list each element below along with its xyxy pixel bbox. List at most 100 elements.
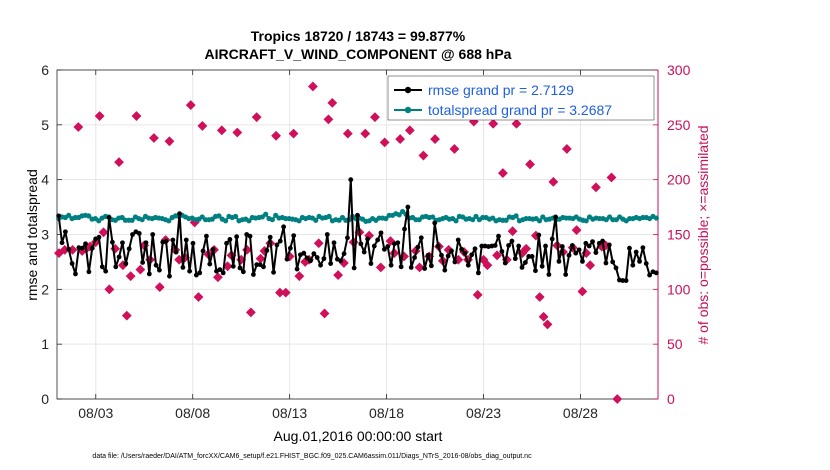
obs-point: [327, 97, 338, 108]
x-tick-label: 08/28: [563, 405, 598, 421]
y-tick-label-left: 2: [41, 281, 49, 297]
obs-point: [511, 118, 522, 129]
x-tick-label: 08/18: [369, 405, 404, 421]
spread-point: [263, 211, 269, 217]
rmse-point: [355, 212, 360, 218]
rmse-point: [173, 249, 179, 255]
rmse-point: [271, 269, 276, 275]
rmse-point: [590, 239, 595, 245]
rmse-point: [150, 232, 156, 237]
rmse-point: [345, 235, 350, 241]
spread-point: [216, 213, 222, 219]
rmse-point: [375, 237, 381, 243]
rmse-point: [580, 258, 585, 264]
spread-point: [583, 218, 589, 224]
rmse-point: [425, 252, 431, 258]
rmse-point: [543, 243, 548, 249]
y-tick-label-right: 250: [667, 117, 691, 133]
rmse-point: [217, 267, 223, 272]
rmse-point: [281, 224, 287, 230]
spread-point: [326, 213, 332, 220]
rmse-point: [442, 267, 448, 273]
obs-point: [232, 127, 243, 138]
obs-point: [414, 262, 425, 273]
rmse-point: [435, 243, 441, 249]
spread-point: [139, 217, 145, 223]
rmse-point: [153, 262, 159, 268]
rmse-point: [506, 243, 511, 248]
rmse-point: [388, 262, 394, 268]
x-tick-label: 08/08: [175, 405, 210, 421]
rmse-point: [234, 234, 240, 240]
obs-point: [370, 112, 380, 123]
spread-point: [396, 212, 402, 218]
rmse-point: [328, 261, 334, 266]
rmse-point: [536, 232, 542, 238]
obs-point: [379, 137, 390, 148]
rmse-point: [452, 259, 458, 265]
rmse-point: [308, 258, 313, 264]
rmse-point: [311, 251, 317, 257]
rmse-point: [610, 259, 616, 265]
rmse-point: [284, 256, 290, 262]
spread-point: [653, 215, 659, 221]
rmse-point: [83, 241, 88, 247]
rmse-point: [324, 232, 330, 237]
rmse-point: [130, 232, 135, 237]
obs-point: [114, 157, 124, 168]
rmse-point: [237, 265, 243, 271]
obs-point: [571, 225, 582, 236]
rmse-point: [321, 256, 327, 262]
obs-point: [251, 112, 262, 123]
obs-point: [121, 310, 132, 321]
rmse-point: [274, 242, 280, 248]
y-tick-label-right: 150: [667, 227, 691, 243]
obs-point: [125, 271, 136, 282]
rmse-point: [341, 251, 347, 257]
spread-point: [513, 213, 519, 219]
y-tick-label-left: 6: [41, 62, 49, 78]
rmse-point: [402, 226, 407, 232]
obs-point: [482, 260, 493, 271]
rmse-point: [338, 258, 344, 264]
obs-point: [542, 319, 553, 330]
obs-point: [548, 176, 559, 187]
x-tick-label: 08/03: [78, 405, 113, 421]
obs-point: [104, 284, 115, 295]
rmse-point: [509, 238, 515, 244]
rmse-point: [637, 258, 642, 264]
rmse-point: [227, 237, 233, 242]
rmse-point: [475, 270, 481, 276]
rmse-point: [277, 238, 283, 244]
rmse-point: [294, 266, 300, 272]
rmse-point: [499, 249, 505, 254]
spread-point: [129, 217, 135, 223]
obs-point: [94, 111, 105, 121]
x-tick-label: 08/23: [466, 405, 501, 421]
rmse-point: [647, 272, 653, 278]
rmse-point: [204, 233, 209, 239]
y-tick-label-left: 0: [41, 391, 49, 407]
rmse-point: [96, 234, 102, 240]
rmse-point: [640, 245, 646, 251]
rmse-point: [230, 263, 236, 269]
obs-point: [193, 292, 204, 302]
rmse-point: [358, 241, 364, 247]
obs-point: [585, 260, 596, 271]
spread-point: [86, 213, 92, 219]
spread-point: [313, 217, 319, 223]
rmse-series: [56, 177, 659, 283]
rmse-point: [633, 249, 639, 255]
obs-point: [197, 121, 208, 131]
rmse-point: [140, 260, 146, 265]
obs-point: [255, 253, 266, 264]
obs-point: [319, 308, 330, 319]
rmse-point: [586, 243, 592, 249]
obs-point: [534, 292, 545, 302]
rmse-point: [247, 233, 253, 239]
rmse-point: [620, 278, 626, 283]
rmse-point: [566, 252, 572, 258]
obs-point: [216, 125, 227, 136]
obs-point: [154, 282, 165, 293]
rmse-point: [526, 254, 532, 259]
